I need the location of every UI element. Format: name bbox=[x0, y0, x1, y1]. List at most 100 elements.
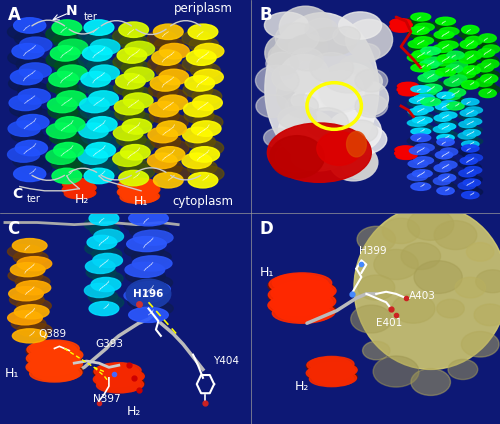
Ellipse shape bbox=[464, 115, 481, 122]
Ellipse shape bbox=[274, 282, 334, 302]
Ellipse shape bbox=[112, 28, 142, 44]
Ellipse shape bbox=[434, 117, 452, 124]
Ellipse shape bbox=[58, 136, 88, 151]
Ellipse shape bbox=[424, 57, 444, 65]
Ellipse shape bbox=[458, 29, 475, 38]
Ellipse shape bbox=[94, 271, 123, 285]
Ellipse shape bbox=[394, 147, 414, 153]
Ellipse shape bbox=[20, 134, 52, 149]
Ellipse shape bbox=[476, 78, 493, 86]
Ellipse shape bbox=[398, 82, 418, 89]
Ellipse shape bbox=[477, 67, 494, 75]
Ellipse shape bbox=[438, 123, 456, 130]
Ellipse shape bbox=[465, 107, 482, 114]
Ellipse shape bbox=[122, 188, 159, 201]
Ellipse shape bbox=[125, 262, 164, 277]
Ellipse shape bbox=[312, 363, 357, 378]
Ellipse shape bbox=[439, 158, 456, 165]
Ellipse shape bbox=[446, 65, 462, 73]
Ellipse shape bbox=[391, 19, 411, 25]
Ellipse shape bbox=[8, 287, 43, 301]
Ellipse shape bbox=[271, 283, 330, 304]
Ellipse shape bbox=[123, 189, 160, 202]
Ellipse shape bbox=[408, 160, 428, 167]
Ellipse shape bbox=[50, 129, 79, 145]
Ellipse shape bbox=[51, 155, 81, 171]
Ellipse shape bbox=[433, 45, 452, 52]
Ellipse shape bbox=[304, 86, 349, 110]
Ellipse shape bbox=[434, 31, 454, 39]
Ellipse shape bbox=[436, 103, 452, 110]
Ellipse shape bbox=[84, 217, 114, 232]
Ellipse shape bbox=[482, 85, 500, 94]
Ellipse shape bbox=[124, 93, 153, 109]
Ellipse shape bbox=[19, 63, 52, 78]
Ellipse shape bbox=[424, 81, 444, 89]
Ellipse shape bbox=[16, 140, 48, 156]
Ellipse shape bbox=[112, 151, 142, 167]
Ellipse shape bbox=[395, 146, 414, 153]
Text: cytoplasm: cytoplasm bbox=[172, 195, 234, 208]
Ellipse shape bbox=[411, 128, 430, 135]
Ellipse shape bbox=[53, 33, 82, 48]
Ellipse shape bbox=[320, 75, 358, 109]
Ellipse shape bbox=[462, 141, 479, 148]
Ellipse shape bbox=[18, 323, 52, 337]
Ellipse shape bbox=[32, 364, 82, 381]
Ellipse shape bbox=[130, 223, 170, 239]
Ellipse shape bbox=[82, 46, 112, 61]
Ellipse shape bbox=[120, 145, 150, 160]
Ellipse shape bbox=[413, 103, 433, 109]
Ellipse shape bbox=[478, 82, 496, 90]
Ellipse shape bbox=[128, 294, 168, 310]
Ellipse shape bbox=[440, 171, 458, 179]
Ellipse shape bbox=[290, 48, 324, 71]
Ellipse shape bbox=[14, 305, 49, 319]
Ellipse shape bbox=[194, 43, 224, 59]
Ellipse shape bbox=[26, 359, 76, 376]
Ellipse shape bbox=[34, 363, 83, 380]
Ellipse shape bbox=[396, 150, 415, 156]
Ellipse shape bbox=[8, 269, 42, 283]
Ellipse shape bbox=[438, 38, 458, 45]
Ellipse shape bbox=[10, 262, 45, 277]
Ellipse shape bbox=[390, 20, 409, 26]
Ellipse shape bbox=[16, 281, 50, 295]
Ellipse shape bbox=[407, 137, 427, 145]
Ellipse shape bbox=[8, 24, 40, 39]
Ellipse shape bbox=[159, 69, 188, 85]
Text: B: B bbox=[260, 6, 272, 24]
Ellipse shape bbox=[306, 366, 351, 382]
Ellipse shape bbox=[16, 275, 50, 289]
Ellipse shape bbox=[480, 74, 498, 83]
Ellipse shape bbox=[125, 41, 154, 57]
Ellipse shape bbox=[341, 145, 376, 179]
Ellipse shape bbox=[192, 95, 222, 111]
Ellipse shape bbox=[458, 132, 475, 139]
Ellipse shape bbox=[461, 185, 478, 192]
Ellipse shape bbox=[120, 35, 150, 50]
Ellipse shape bbox=[64, 189, 94, 199]
Ellipse shape bbox=[398, 148, 417, 155]
Ellipse shape bbox=[412, 92, 432, 98]
Ellipse shape bbox=[26, 342, 76, 359]
Ellipse shape bbox=[392, 24, 412, 31]
Text: ter: ter bbox=[84, 12, 98, 22]
Ellipse shape bbox=[312, 361, 357, 377]
Ellipse shape bbox=[8, 311, 42, 325]
Ellipse shape bbox=[124, 138, 154, 153]
Ellipse shape bbox=[12, 317, 46, 331]
Ellipse shape bbox=[448, 58, 465, 66]
Ellipse shape bbox=[481, 56, 498, 64]
Ellipse shape bbox=[8, 147, 40, 162]
Ellipse shape bbox=[324, 63, 374, 93]
Ellipse shape bbox=[418, 78, 438, 85]
Ellipse shape bbox=[434, 154, 451, 162]
Ellipse shape bbox=[460, 157, 477, 165]
Ellipse shape bbox=[148, 153, 177, 169]
Ellipse shape bbox=[46, 149, 76, 165]
Ellipse shape bbox=[78, 123, 108, 139]
Ellipse shape bbox=[86, 259, 115, 273]
Ellipse shape bbox=[16, 56, 48, 72]
Ellipse shape bbox=[182, 127, 212, 143]
